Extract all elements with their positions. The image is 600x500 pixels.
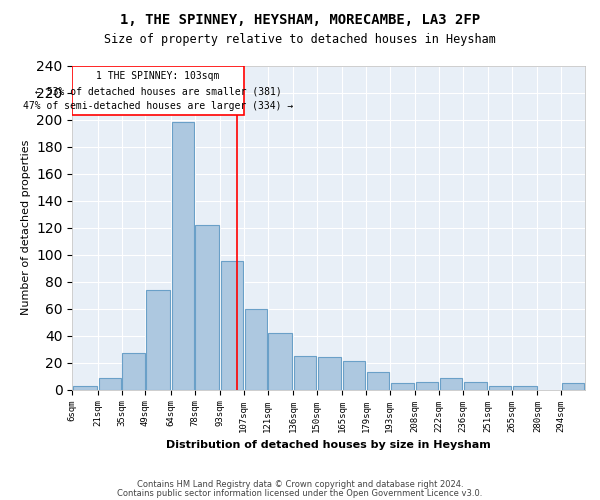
Text: ← 53% of detached houses are smaller (381): ← 53% of detached houses are smaller (38…: [35, 86, 281, 96]
Bar: [317, 358, 341, 390]
Bar: [489, 386, 511, 390]
Bar: [416, 382, 438, 390]
Bar: [196, 225, 219, 390]
Bar: [122, 353, 145, 390]
Bar: [367, 372, 389, 390]
Bar: [221, 262, 243, 390]
Bar: [73, 66, 244, 116]
Bar: [98, 378, 121, 390]
Text: Contains HM Land Registry data © Crown copyright and database right 2024.: Contains HM Land Registry data © Crown c…: [137, 480, 463, 489]
Text: 47% of semi-detached houses are larger (334) →: 47% of semi-detached houses are larger (…: [23, 101, 293, 111]
Bar: [172, 122, 194, 390]
Bar: [294, 356, 316, 390]
Text: Size of property relative to detached houses in Heysham: Size of property relative to detached ho…: [104, 32, 496, 46]
Y-axis label: Number of detached properties: Number of detached properties: [20, 140, 31, 316]
Bar: [73, 386, 97, 390]
Bar: [391, 383, 415, 390]
Bar: [464, 382, 487, 390]
Text: 1, THE SPINNEY, HEYSHAM, MORECAMBE, LA3 2FP: 1, THE SPINNEY, HEYSHAM, MORECAMBE, LA3 …: [120, 12, 480, 26]
Bar: [513, 386, 536, 390]
Bar: [440, 378, 462, 390]
Bar: [562, 383, 584, 390]
Text: 1 THE SPINNEY: 103sqm: 1 THE SPINNEY: 103sqm: [97, 72, 220, 82]
Bar: [343, 362, 365, 390]
Bar: [245, 308, 267, 390]
Bar: [268, 333, 292, 390]
Text: Contains public sector information licensed under the Open Government Licence v3: Contains public sector information licen…: [118, 488, 482, 498]
X-axis label: Distribution of detached houses by size in Heysham: Distribution of detached houses by size …: [166, 440, 491, 450]
Bar: [146, 290, 170, 390]
